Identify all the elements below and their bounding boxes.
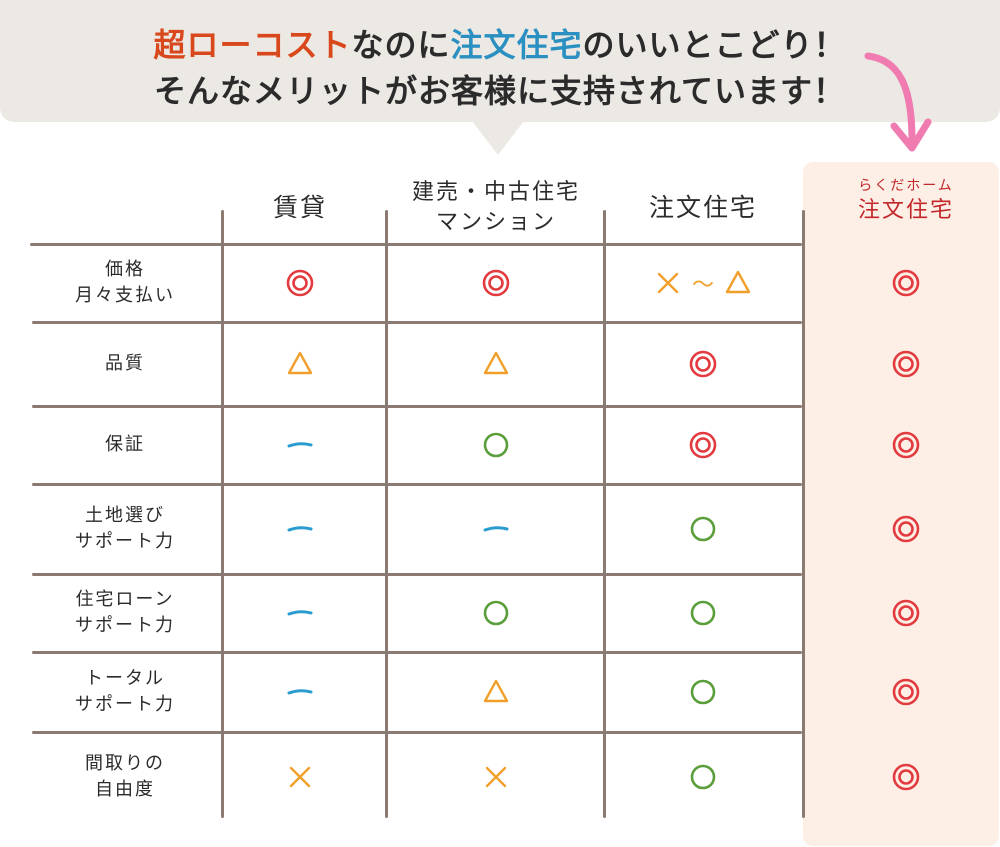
column-header-rental: 賃貸 [200, 191, 400, 225]
mark-cross-to-triangle: ～ [648, 263, 758, 303]
cross-mark-icon [476, 757, 516, 797]
double-circle-mark-icon [886, 757, 926, 797]
row-divider [32, 731, 802, 734]
row-label-line: 間取りの [85, 753, 165, 774]
double-circle-mark-icon [683, 344, 723, 384]
double-circle-mark-icon [886, 672, 926, 712]
arrow-down-icon [860, 48, 940, 158]
row-label: 土地選び サポート力 [30, 503, 220, 555]
row-label-line: サポート力 [75, 694, 175, 715]
dash-mark-icon [280, 593, 320, 633]
range-separator: ～ [691, 273, 714, 298]
cross-mark-icon [648, 263, 688, 303]
rakuda-column-highlight [803, 162, 999, 846]
row-label-line: 自由度 [95, 779, 155, 800]
row-divider [32, 321, 802, 324]
column-header-rakuda: らくだホーム注文住宅 [806, 176, 1000, 226]
dash-mark-icon [476, 509, 516, 549]
double-circle-mark-icon [683, 425, 723, 465]
row-label-line: 住宅ローン [75, 589, 175, 610]
circle-mark-icon [476, 425, 516, 465]
double-circle-mark-icon [280, 263, 320, 303]
headline-segment-0: 超ローコスト [153, 26, 352, 64]
row-label: 間取りの 自由度 [30, 751, 220, 803]
circle-mark-icon [683, 757, 723, 797]
column-header-type: 注文住宅 [857, 198, 954, 223]
column-divider [603, 210, 606, 818]
headline-segment-1: なのに [351, 26, 451, 64]
row-label: トータル サポート力 [30, 666, 220, 718]
row-label-line: 保証 [105, 434, 145, 455]
row-divider [32, 483, 802, 486]
cross-mark-icon [280, 757, 320, 797]
row-label: 価格 月々支払い [30, 257, 220, 309]
headline-segment-2: 注文住宅 [450, 26, 583, 64]
double-circle-mark-icon [886, 425, 926, 465]
column-header-brand: らくだホーム [858, 178, 954, 194]
row-label-line: 品質 [105, 353, 145, 374]
column-header-line: マンション [435, 210, 556, 235]
triangle-mark-icon [476, 344, 516, 384]
row-divider [32, 405, 802, 408]
row-label: 住宅ローンサポート力 [30, 587, 220, 639]
circle-mark-icon [683, 593, 723, 633]
triangle-mark-icon [280, 344, 320, 384]
double-circle-mark-icon [886, 263, 926, 303]
double-circle-mark-icon [476, 263, 516, 303]
column-header-line: 賃貸 [272, 193, 327, 222]
column-header-line: 建売・中古住宅 [411, 180, 580, 205]
column-divider [385, 210, 388, 818]
headline-banner: 超ローコストなのに注文住宅のいいとこどり！ そんなメリットがお客様に支持されてい… [0, 0, 1000, 122]
double-circle-mark-icon [886, 509, 926, 549]
column-divider [802, 210, 805, 818]
row-divider [30, 243, 802, 246]
headline-line-2: そんなメリットがお客様に支持されています！ [153, 72, 847, 110]
headline-segment-3: のいいとこどり！ [582, 26, 847, 64]
dash-mark-icon [280, 425, 320, 465]
row-label-line: 月々支払い [75, 285, 175, 306]
column-header-line: 注文住宅 [648, 193, 757, 222]
double-circle-mark-icon [886, 344, 926, 384]
row-label-line: トータル [85, 668, 165, 689]
row-divider [32, 651, 802, 654]
column-header-ready-built: 建売・中古住宅 マンション [396, 178, 596, 238]
double-circle-mark-icon [886, 593, 926, 633]
row-label: 保証 [30, 432, 220, 458]
row-divider [32, 573, 802, 576]
column-divider [221, 210, 224, 818]
row-label-line: 価格 [105, 259, 145, 280]
circle-mark-icon [683, 672, 723, 712]
row-label: 品質 [30, 351, 220, 377]
dash-mark-icon [280, 672, 320, 712]
triangle-mark-icon [476, 672, 516, 712]
row-label-line: サポート力 [75, 531, 175, 552]
circle-mark-icon [683, 509, 723, 549]
row-label-line: 土地選び [85, 505, 165, 526]
banner-tail [472, 121, 524, 155]
dash-mark-icon [280, 509, 320, 549]
row-label-line: サポート力 [75, 615, 175, 636]
circle-mark-icon [476, 593, 516, 633]
triangle-mark-icon [718, 263, 758, 303]
column-header-custom: 注文住宅 [603, 191, 803, 225]
headline-line-1: 超ローコストなのに注文住宅のいいとこどり！ [0, 20, 1000, 66]
